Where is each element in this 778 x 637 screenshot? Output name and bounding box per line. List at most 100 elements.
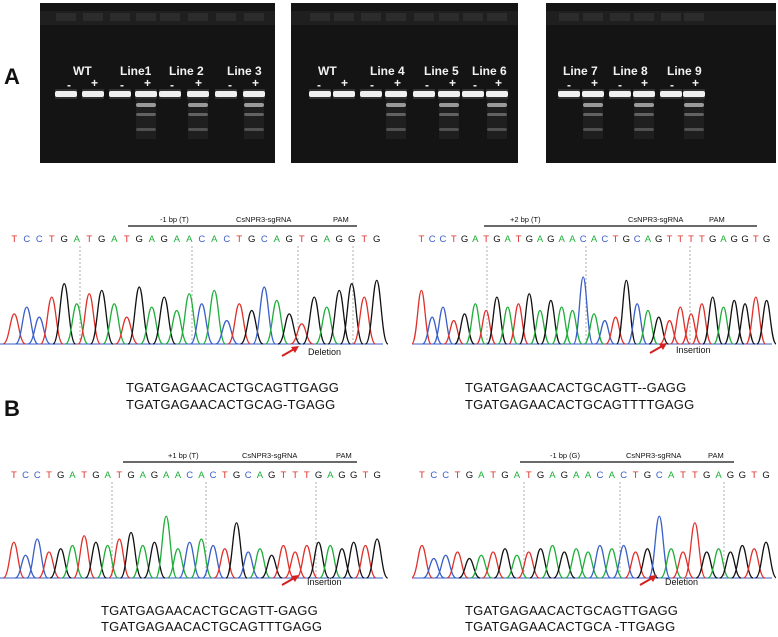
base-call: T [667, 234, 673, 245]
gel-smear [463, 13, 483, 21]
gel-smear [55, 89, 77, 99]
gel-smear [559, 13, 579, 21]
trace-peak [529, 309, 551, 345]
base-call: G [248, 234, 255, 245]
minus-label: - [425, 78, 429, 92]
minus-label: - [170, 78, 174, 92]
gel-band [439, 103, 459, 107]
base-call: T [753, 234, 759, 245]
base-call: T [361, 234, 367, 245]
base-call: G [762, 470, 769, 481]
trace-peak [295, 544, 318, 579]
gel-smear [309, 89, 331, 99]
trace-peak [551, 306, 572, 345]
trace-peak [237, 551, 260, 579]
wt-sequence-4: TGATGAGAACACTGCAGTTGAGG [465, 603, 679, 618]
trace-peak [562, 309, 583, 345]
trace-peak [339, 283, 364, 345]
base-call: T [692, 470, 698, 481]
trace-peak [215, 319, 239, 345]
base-call: A [211, 234, 218, 245]
gel-smear [135, 89, 157, 99]
trace-peak [648, 316, 669, 345]
lane-label-wt: WT [318, 64, 337, 78]
base-call: T [116, 470, 122, 481]
gel-smear [109, 89, 131, 99]
trace-peak [143, 541, 166, 579]
base-call: C [223, 234, 230, 245]
gel-band [360, 91, 382, 97]
minus-label: - [228, 78, 232, 92]
gel-band [82, 91, 104, 97]
trace-peak [754, 541, 776, 579]
lane-label-line6: Line 6 [472, 64, 507, 78]
base-call: C [36, 234, 43, 245]
minus-label: - [618, 78, 622, 92]
gel-smear [56, 13, 76, 21]
gel-band [136, 103, 156, 107]
gel-band [386, 113, 406, 116]
base-call: G [61, 234, 68, 245]
gel-band [609, 91, 631, 97]
trace-peak [412, 289, 432, 345]
trace-peak [745, 296, 767, 345]
trace-peak [637, 309, 659, 345]
base-call: G [350, 470, 357, 481]
trace-peak [252, 286, 277, 345]
gel-band [244, 113, 264, 116]
trace-peak [14, 554, 37, 579]
base-call: T [633, 470, 639, 481]
base-call: G [547, 234, 554, 245]
gel-smear [136, 13, 156, 21]
base-call: T [751, 470, 757, 481]
base-call: G [727, 470, 734, 481]
trace-peak [127, 286, 152, 345]
plus-label: + [449, 76, 457, 90]
trace-peak [432, 306, 454, 345]
base-call: T [124, 234, 130, 245]
gel-smear [583, 13, 603, 21]
trace-peak [691, 303, 713, 345]
trace-peak [702, 296, 724, 345]
gel-smear [634, 99, 654, 139]
base-call: A [514, 470, 521, 481]
mutation-label: Deletion [308, 347, 342, 357]
trace-peak [39, 296, 64, 345]
base-call: T [280, 470, 286, 481]
trace-peak [505, 554, 528, 579]
base-call: T [490, 470, 496, 481]
trace-peak [84, 541, 108, 579]
trace-peak [517, 551, 540, 579]
trace-peak [486, 296, 508, 345]
trace-peak [681, 313, 702, 345]
trace-peak [314, 306, 339, 345]
trace-peak [577, 551, 600, 579]
gel-band [439, 128, 459, 131]
trace-peak [155, 515, 178, 579]
base-call: A [609, 470, 616, 481]
edit-label: +2 bp (T) [510, 215, 541, 224]
gel-smear [610, 13, 630, 21]
lane-label-line1: Line1 [120, 64, 152, 78]
wt-sequence-1: TGATGAGAACACTGCAGTTGAGG [126, 380, 340, 395]
gel-band [660, 91, 682, 97]
base-call: T [46, 470, 52, 481]
gel-image-2: WT Line 4 Line 5 Line 6 - + - + - + - + [291, 3, 518, 163]
trace-peak [446, 551, 469, 579]
base-call: G [709, 234, 716, 245]
trace-peak [139, 306, 164, 345]
gel-band [486, 91, 508, 97]
base-call: T [699, 234, 705, 245]
base-call: A [74, 234, 81, 245]
trace-peak [165, 309, 189, 345]
base-call: G [731, 234, 738, 245]
gel-band [684, 113, 704, 116]
trace-peak [64, 303, 89, 345]
base-call: T [419, 470, 425, 481]
gel-band [136, 128, 156, 131]
gel-image-3: Line 7 Line 8 Line 9 - + - + - + [546, 3, 776, 163]
trace-peak [115, 316, 139, 345]
gel-band [438, 91, 460, 97]
trace-peak [354, 544, 377, 579]
edit-label: -1 bp (G) [550, 451, 581, 460]
